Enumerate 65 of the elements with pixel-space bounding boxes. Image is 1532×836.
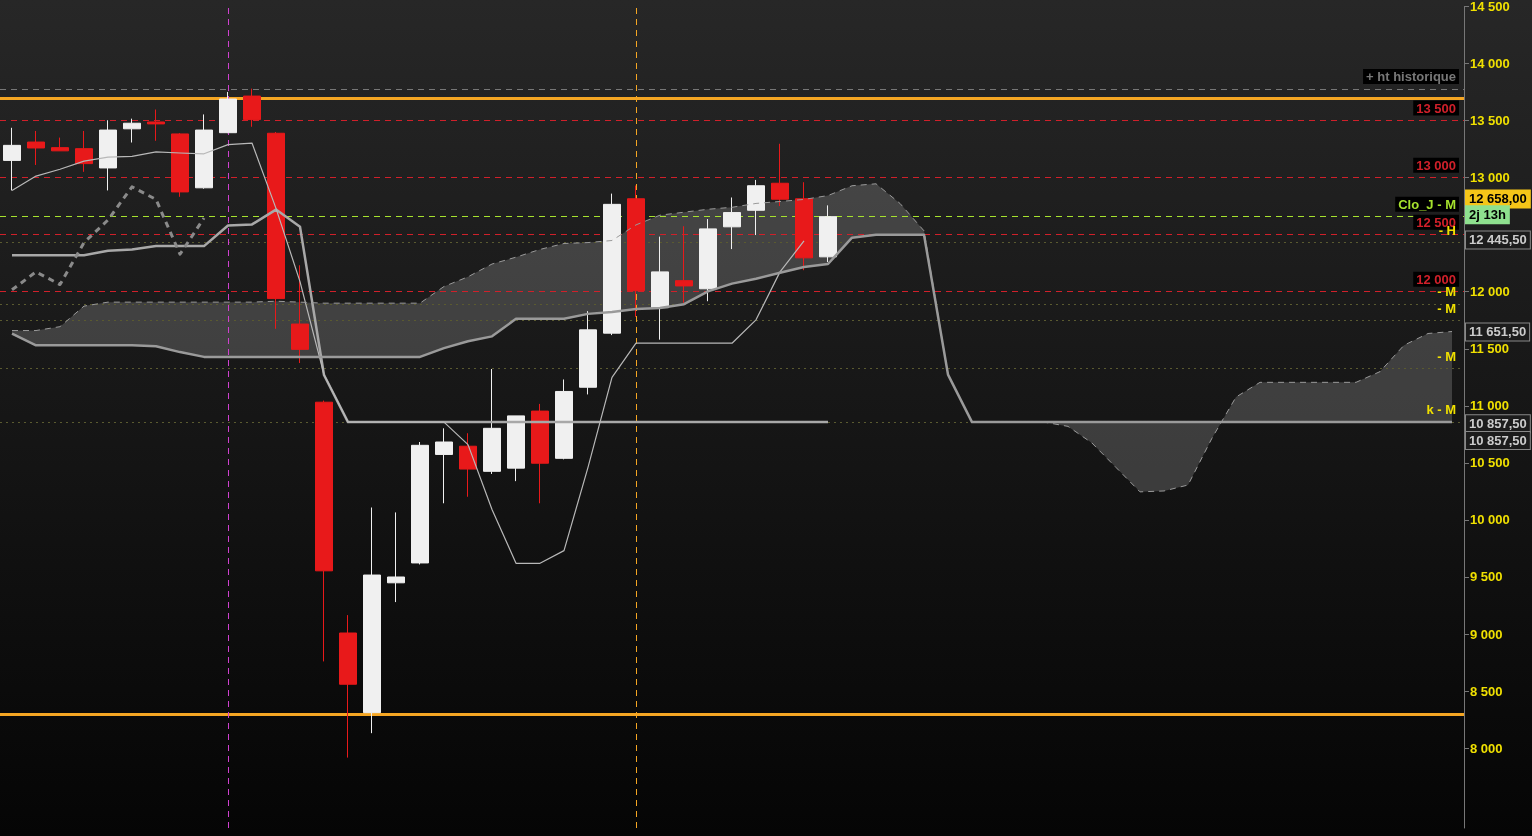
y-tick-label: 12 000	[1470, 284, 1510, 300]
candlestick	[459, 432, 477, 498]
candlestick	[291, 264, 309, 364]
y-tick-label: 14 500	[1470, 0, 1510, 14]
y-tick-label: 13 000	[1470, 170, 1510, 186]
candlestick	[603, 193, 621, 336]
candlestick	[435, 427, 453, 504]
candlestick	[51, 137, 69, 152]
ref-line-label: 13 000	[1416, 157, 1456, 173]
candlestick	[147, 109, 165, 142]
candlestick	[507, 415, 525, 482]
candlestick	[27, 130, 45, 166]
ref-line-label: + ht historique	[1366, 68, 1456, 84]
candlestick	[627, 185, 645, 318]
candlestick	[411, 441, 429, 565]
ref-line-label: - M	[1437, 284, 1456, 300]
candlestick	[651, 236, 669, 341]
ref-line-label: k - M	[1426, 402, 1456, 418]
y-tick-label: 13 500	[1470, 113, 1510, 129]
candlestick	[75, 130, 93, 173]
candlestick	[531, 403, 549, 504]
ref-line-label: 12 000	[1416, 271, 1456, 287]
ref-line-label: 13 500	[1416, 100, 1456, 116]
y-tick-label: 9 500	[1470, 569, 1503, 585]
candlestick	[219, 91, 237, 134]
y-tick-label: 9 000	[1470, 626, 1503, 642]
candlestick	[747, 179, 765, 236]
candlestick	[699, 218, 717, 302]
candlestick	[339, 614, 357, 759]
candlestick	[267, 131, 285, 330]
line-series	[10, 185, 206, 292]
text: 2j 13h	[1469, 207, 1506, 223]
candlestick	[675, 225, 693, 304]
candlestick	[3, 127, 21, 191]
ref-line-label: Clo_J - M	[1398, 196, 1456, 212]
text: 12 658,00	[1469, 191, 1527, 207]
candlestick	[819, 204, 837, 263]
candlestick	[171, 132, 189, 198]
candlestick	[315, 400, 333, 662]
y-tick-label: 11 500	[1470, 341, 1510, 357]
text: 10 857,50	[1469, 433, 1527, 449]
y-tick-label: 10 000	[1470, 512, 1510, 528]
candlestick	[123, 118, 141, 143]
candlestick	[771, 143, 789, 207]
candlestick	[243, 88, 261, 128]
candlestick	[579, 310, 597, 395]
candlestick	[483, 368, 501, 475]
text: 10 857,50	[1469, 416, 1527, 432]
y-tick-label: 10 500	[1470, 455, 1510, 471]
text: 12 445,50	[1469, 232, 1527, 248]
y-tick-label: 11 000	[1470, 398, 1510, 414]
candlestick	[387, 511, 405, 603]
y-tick-label: 8 000	[1470, 740, 1503, 756]
ref-line-label: - M	[1437, 348, 1456, 364]
candlestick	[99, 119, 117, 191]
candlestick	[795, 181, 813, 271]
line-series	[11, 142, 805, 564]
candlestick	[555, 378, 573, 460]
candlestick	[363, 507, 381, 734]
y-tick-label: 8 500	[1470, 683, 1503, 699]
y-tick-label: 14 000	[1470, 56, 1510, 72]
candlestick	[195, 113, 213, 190]
candlestick	[723, 197, 741, 250]
ref-line-label: - M	[1437, 300, 1456, 316]
text: 11 651,50	[1469, 324, 1527, 340]
